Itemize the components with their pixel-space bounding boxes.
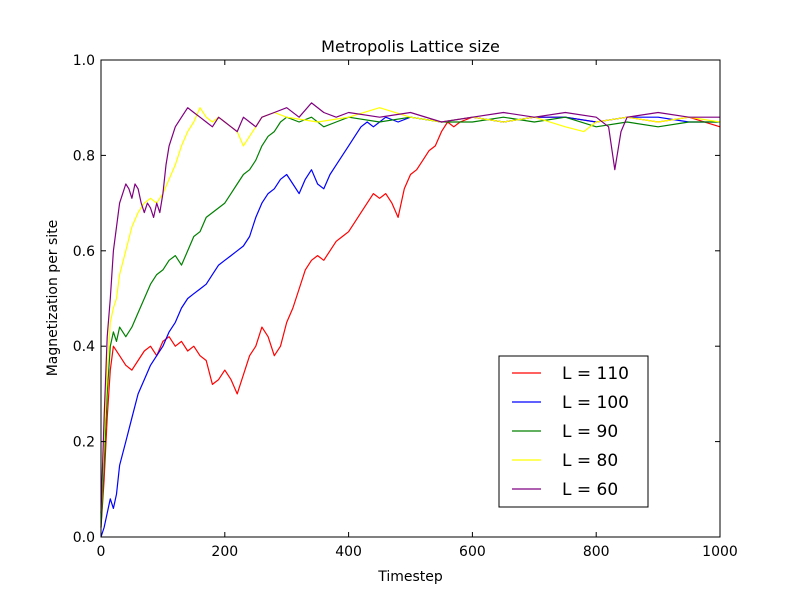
y-tick-label: 0.6 [73, 244, 95, 260]
x-tick-label: 0 [97, 544, 106, 560]
legend-label: L = 60 [562, 480, 618, 500]
y-tick-label: 0.8 [73, 148, 95, 164]
x-tick-label: 200 [211, 544, 238, 560]
series-line-4 [100, 102, 720, 514]
x-tick-label: 600 [459, 544, 486, 560]
x-tick-label: 1000 [702, 544, 738, 560]
y-tick-label: 0.2 [73, 435, 95, 451]
y-tick-label: 1.0 [73, 53, 95, 69]
y-tick-label: 0.0 [73, 530, 95, 546]
legend-label: L = 100 [562, 393, 629, 413]
ticks-layer: 0 200 400 600 800 1000 0.0 0.2 0.4 0.6 0.8 1.0 [73, 53, 738, 560]
y-tick-label: 0.4 [73, 339, 95, 355]
x-axis-label: Timestep [377, 569, 443, 585]
chart-title: Metropolis Lattice size [321, 37, 500, 56]
legend: L = 110 L = 100 L = 90 L = 80 L = 60 [498, 355, 649, 508]
series-line-0 [100, 116, 721, 528]
x-tick-label: 400 [335, 544, 362, 560]
legend-label: L = 110 [562, 364, 629, 384]
legend-label: L = 90 [562, 422, 618, 442]
series-layer [100, 102, 721, 538]
y-axis-label: Magnetization per site [45, 220, 61, 377]
series-line-2 [100, 116, 720, 528]
x-tick-label: 800 [583, 544, 610, 560]
plot-frame [100, 59, 721, 538]
legend-label: L = 80 [562, 451, 618, 471]
